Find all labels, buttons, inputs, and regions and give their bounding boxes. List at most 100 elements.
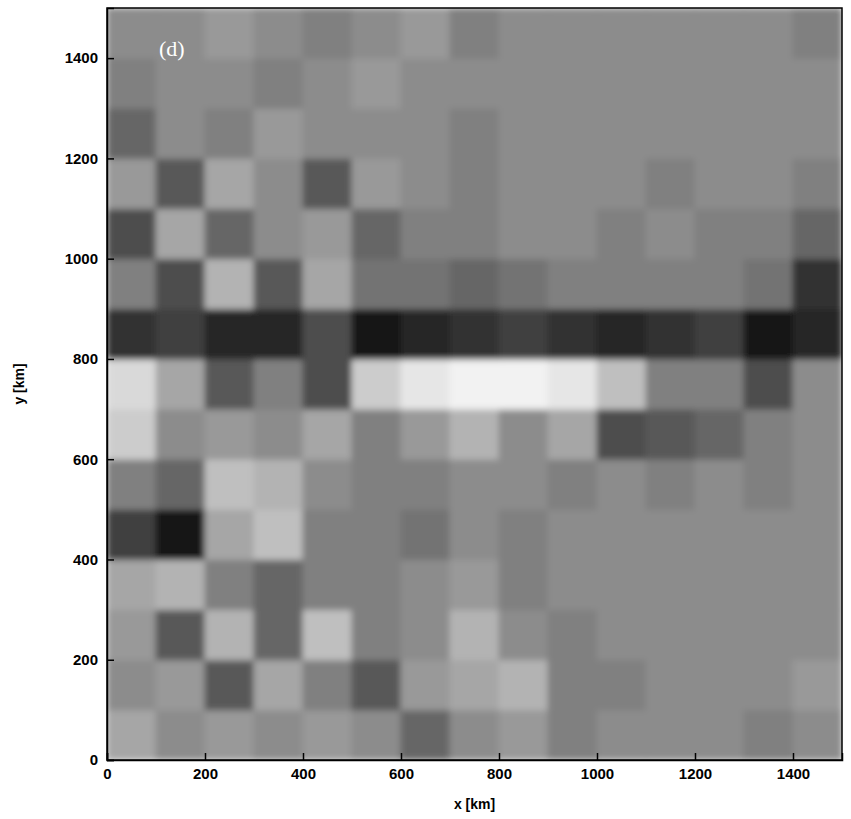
heat-cell bbox=[352, 659, 402, 710]
heat-cell bbox=[303, 609, 353, 660]
heat-cell bbox=[793, 108, 843, 159]
heat-cell bbox=[205, 8, 255, 59]
heat-cell bbox=[646, 358, 696, 409]
heat-cell bbox=[254, 509, 304, 560]
x-axis: 0200400600800100012001400 bbox=[103, 753, 842, 782]
heat-cell bbox=[450, 208, 500, 259]
heat-cell bbox=[499, 609, 549, 660]
x-tick: 200 bbox=[193, 753, 218, 782]
heat-cell bbox=[401, 509, 451, 560]
heat-cell bbox=[107, 158, 157, 209]
heat-cell bbox=[303, 208, 353, 259]
heat-cell bbox=[254, 659, 304, 710]
heat-cell bbox=[205, 208, 255, 259]
heat-cell bbox=[499, 509, 549, 560]
y-tick-label: 800 bbox=[73, 350, 98, 367]
x-axis-line bbox=[108, 753, 843, 761]
heat-cell bbox=[597, 409, 647, 460]
heat-cell bbox=[695, 158, 745, 209]
heat-cell bbox=[254, 108, 304, 159]
heat-cell bbox=[646, 659, 696, 710]
heat-cell bbox=[450, 559, 500, 610]
heat-cell bbox=[646, 459, 696, 510]
y-tick-label: 200 bbox=[73, 651, 98, 668]
heat-cell bbox=[499, 108, 549, 159]
heat-cell bbox=[303, 308, 353, 359]
heat-cell bbox=[156, 208, 206, 259]
heat-cell bbox=[744, 659, 794, 710]
y-tick: 1400 bbox=[65, 49, 114, 66]
heat-cell bbox=[695, 409, 745, 460]
heat-cell bbox=[450, 308, 500, 359]
heat-cell bbox=[450, 659, 500, 710]
heat-cell bbox=[744, 358, 794, 409]
heat-cell bbox=[107, 308, 157, 359]
x-tick-mark bbox=[401, 753, 403, 760]
x-tick: 1000 bbox=[581, 753, 614, 782]
heat-cell bbox=[597, 559, 647, 610]
heat-cell bbox=[548, 158, 598, 209]
heat-cell bbox=[156, 358, 206, 409]
heat-cell bbox=[793, 509, 843, 560]
x-tick: 1400 bbox=[777, 753, 810, 782]
x-tick-mark bbox=[695, 753, 697, 760]
heat-cell bbox=[303, 709, 353, 760]
heat-cell bbox=[793, 258, 843, 309]
heat-cell bbox=[548, 409, 598, 460]
heat-cell bbox=[793, 358, 843, 409]
heat-cell bbox=[401, 459, 451, 510]
heat-cell bbox=[303, 58, 353, 109]
heat-cell bbox=[744, 459, 794, 510]
heat-cell bbox=[107, 208, 157, 259]
heat-cell bbox=[205, 659, 255, 710]
heat-cell bbox=[254, 559, 304, 610]
heat-cell bbox=[156, 459, 206, 510]
heat-cell bbox=[499, 8, 549, 59]
heat-cell bbox=[548, 709, 598, 760]
heat-cell bbox=[695, 358, 745, 409]
heat-cell bbox=[646, 308, 696, 359]
heat-cell bbox=[401, 208, 451, 259]
heat-cell bbox=[107, 358, 157, 409]
heat-cell bbox=[303, 158, 353, 209]
y-axis-title: y [km] bbox=[11, 363, 27, 404]
heat-cell bbox=[303, 659, 353, 710]
heat-cell bbox=[107, 258, 157, 309]
heat-cell bbox=[156, 258, 206, 309]
heat-cell bbox=[205, 358, 255, 409]
x-tick: 1200 bbox=[679, 753, 712, 782]
heat-cell bbox=[793, 308, 843, 359]
heat-cell bbox=[695, 108, 745, 159]
heat-cell bbox=[107, 108, 157, 159]
heat-cell bbox=[205, 308, 255, 359]
y-axis-line bbox=[108, 9, 115, 761]
heat-cell bbox=[156, 108, 206, 159]
heat-cell bbox=[499, 409, 549, 460]
heat-cell bbox=[548, 509, 598, 560]
heat-cell bbox=[107, 559, 157, 610]
heat-cell bbox=[401, 58, 451, 109]
heat-cell bbox=[156, 158, 206, 209]
cells bbox=[107, 8, 842, 760]
x-tick: 800 bbox=[487, 753, 512, 782]
heat-cell bbox=[499, 208, 549, 259]
heat-cell bbox=[156, 509, 206, 560]
heat-cell bbox=[695, 709, 745, 760]
x-axis-title: x [km] bbox=[454, 796, 495, 812]
heat-cell bbox=[548, 559, 598, 610]
heat-cell bbox=[254, 409, 304, 460]
heat-cell bbox=[352, 609, 402, 660]
heat-cell bbox=[548, 58, 598, 109]
heat-cell bbox=[156, 409, 206, 460]
y-tick-mark bbox=[107, 559, 114, 561]
heat-cell bbox=[499, 559, 549, 610]
x-tick: 400 bbox=[291, 753, 316, 782]
heat-cell bbox=[401, 659, 451, 710]
heat-cell bbox=[205, 258, 255, 309]
heat-cell bbox=[548, 308, 598, 359]
heat-cell bbox=[205, 58, 255, 109]
heat-cell bbox=[646, 8, 696, 59]
heat-cell bbox=[254, 459, 304, 510]
heat-cell bbox=[548, 659, 598, 710]
heat-cell bbox=[254, 158, 304, 209]
